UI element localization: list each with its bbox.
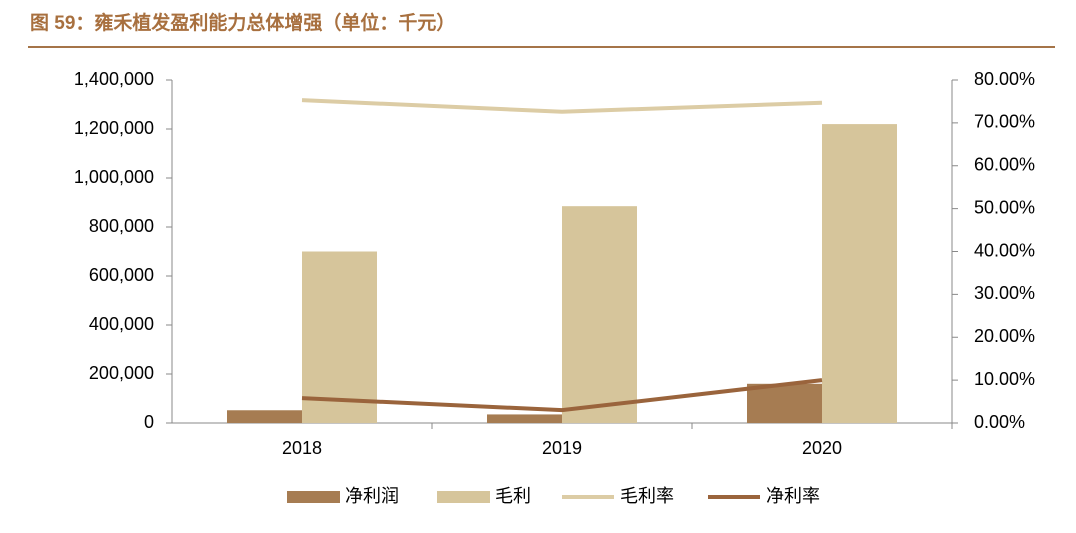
y-tick-label: 800,000 — [89, 216, 154, 236]
legend-label: 毛利率 — [620, 486, 674, 506]
legend-label: 净利率 — [766, 486, 820, 506]
bar — [227, 410, 302, 423]
y-tick-label: 200,000 — [89, 363, 154, 383]
chart-title: 图 59：雍禾植发盈利能力总体增强（单位：千元） — [30, 11, 455, 34]
x-tick-label: 2018 — [282, 438, 322, 458]
bar — [302, 251, 377, 423]
y2-tick-label: 20.00% — [974, 326, 1035, 346]
line — [301, 98, 823, 114]
y2-tick-label: 0.00% — [974, 412, 1025, 432]
bar — [747, 383, 822, 423]
y2-tick-label: 60.00% — [974, 155, 1035, 175]
line — [301, 378, 823, 413]
x-tick-label: 2019 — [542, 438, 582, 458]
y-tick-label: 0 — [144, 412, 154, 432]
y2-tick-label: 30.00% — [974, 283, 1035, 303]
bar — [562, 206, 637, 423]
legend-swatch — [287, 491, 340, 503]
y2-tick-label: 40.00% — [974, 240, 1035, 260]
y-tick-label: 1,000,000 — [74, 167, 154, 187]
legend-label: 毛利 — [495, 486, 531, 506]
y-tick-label: 1,400,000 — [74, 69, 154, 89]
y2-tick-label: 10.00% — [974, 369, 1035, 389]
y2-tick-label: 50.00% — [974, 197, 1035, 217]
legend-label: 净利润 — [345, 486, 399, 506]
y2-tick-label: 80.00% — [974, 69, 1035, 89]
y-tick-label: 600,000 — [89, 265, 154, 285]
legend-swatch — [437, 491, 490, 503]
y2-tick-label: 70.00% — [974, 112, 1035, 132]
bar — [487, 414, 562, 423]
bar — [822, 124, 897, 423]
y-tick-label: 400,000 — [89, 314, 154, 334]
x-tick-label: 2020 — [802, 438, 842, 458]
y-tick-label: 1,200,000 — [74, 118, 154, 138]
